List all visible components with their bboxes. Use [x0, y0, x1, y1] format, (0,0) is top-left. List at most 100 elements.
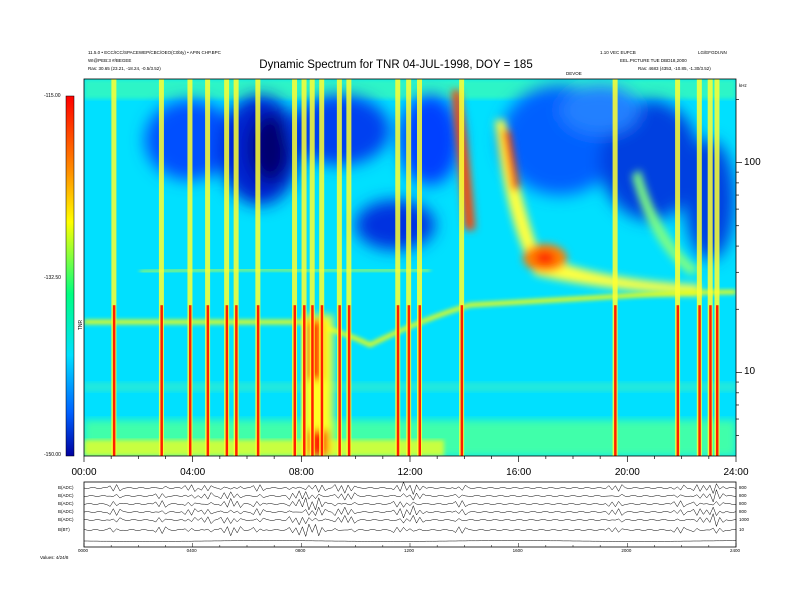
- burst-core: [311, 305, 314, 456]
- bottom-row-label: B(ADC): [58, 517, 74, 522]
- burst-core: [709, 305, 712, 456]
- burst-line: [714, 79, 720, 456]
- bottom-x-label: 0800: [295, 548, 306, 553]
- x-tick-label: 24:00: [723, 467, 749, 478]
- burst-core: [715, 305, 719, 456]
- x-tick-label: 20:00: [614, 467, 640, 478]
- bottom-right-label: 800: [739, 509, 747, 514]
- bottom-x-label: 1200: [404, 548, 415, 553]
- bottom-trace: [83, 512, 737, 528]
- chart-title: Dynamic Spectrum for TNR 04-JUL-1998, DO…: [259, 59, 533, 71]
- burst-core: [160, 305, 163, 456]
- burst-line: [336, 79, 342, 456]
- burst-core: [303, 305, 306, 456]
- bottom-right-label: 800: [739, 493, 747, 498]
- x-tick-label: 00:00: [71, 467, 97, 478]
- bottom-trace: [84, 540, 736, 542]
- bottom-trace: [83, 504, 737, 519]
- burst-line: [111, 79, 117, 456]
- bottom-right-label: 800: [739, 501, 747, 506]
- spectrogram-image: [84, 79, 736, 456]
- burst-line: [395, 79, 401, 456]
- burst-line: [417, 79, 423, 456]
- bottom-x-label: 1600: [512, 548, 523, 553]
- header-left-line3: Ras: 30.65 (23.21, -18.24, -0.5/3.52): [88, 66, 161, 71]
- header-right-line1: 1.10 VEC EUFCB: [600, 50, 636, 55]
- x-ticks: [83, 456, 737, 462]
- bottom-row-label: B(ADC): [58, 485, 74, 490]
- burst-line: [205, 79, 211, 456]
- bottom-x-label: 0000: [78, 548, 89, 553]
- header-left-line2: WI@PEB:3 #/BEGEE: [88, 58, 132, 63]
- burst-line: [675, 79, 681, 456]
- upper-band-line: [139, 267, 430, 274]
- bottom-trace: [83, 523, 737, 538]
- bottom-right-label: 800: [739, 485, 747, 490]
- colorbar: [66, 96, 74, 456]
- burst-line: [707, 79, 713, 456]
- burst-line: [233, 79, 239, 456]
- burst-line: [309, 79, 315, 456]
- burst-core: [396, 305, 400, 456]
- burst-line: [224, 79, 230, 456]
- x-tick-label: 12:00: [397, 467, 423, 478]
- burst-line: [696, 79, 702, 456]
- burst-core: [225, 305, 229, 456]
- bottom-row-label: B(ADC): [58, 493, 74, 498]
- bottom-right-label: 10: [739, 527, 745, 532]
- burst-core: [256, 305, 260, 456]
- burst-core: [206, 305, 210, 456]
- bottom-x-label: 0400: [186, 548, 197, 553]
- burst-line: [255, 79, 261, 456]
- burst-core: [614, 305, 617, 456]
- burst-core: [347, 305, 351, 456]
- burst-core: [235, 305, 238, 456]
- header-left-line1: 11.5.0 • ECC/ICC/SPACEWEP/CBC/OEO(C0bty)…: [88, 50, 221, 55]
- colorbar-tick: -132.50: [44, 275, 61, 281]
- header-right-line3: EEL.PICTURE TUE DBD18,2000: [620, 58, 687, 63]
- bottom-footer: Values: 4/24/8: [40, 555, 69, 560]
- y-tick-label: 10: [744, 366, 756, 377]
- hot-region: [303, 315, 333, 455]
- bottom-trace: [83, 481, 737, 496]
- bottom-x-label: 2400: [730, 548, 741, 553]
- bottom-trace: [83, 488, 737, 503]
- burst-line: [459, 79, 465, 456]
- x-tick-label: 16:00: [506, 467, 532, 478]
- burst-line: [319, 79, 325, 456]
- burst-lines: [111, 79, 720, 456]
- burst-line: [346, 79, 352, 456]
- burst-line: [406, 79, 412, 456]
- header-right-line4: Ras: 4683 (4353, -10.85, -1.30/3.52): [638, 66, 711, 71]
- burst-core: [320, 305, 324, 456]
- y-unit: kHz: [739, 83, 747, 88]
- bottom-x-label: 2000: [621, 548, 632, 553]
- burst-core: [460, 305, 464, 456]
- x-tick-label: 08:00: [288, 467, 314, 478]
- bottom-row-label: B(BT): [58, 527, 70, 532]
- y-tick-label: 100: [744, 157, 761, 168]
- colorbar-label: TNR: [78, 319, 85, 331]
- burst-core: [293, 305, 297, 456]
- colorbar-tick: -115.00: [44, 93, 61, 99]
- colorbar-tick: -150.00: [44, 452, 61, 458]
- burst-core: [407, 305, 411, 456]
- burst-core: [698, 305, 701, 456]
- x-tick-label: 04:00: [180, 467, 206, 478]
- header-mid-small: DEVOE: [566, 71, 582, 76]
- burst-core: [338, 305, 341, 456]
- bottom-row-label: B(ADC): [58, 501, 74, 506]
- bottom-row-label: B(ADC): [58, 509, 74, 514]
- bottom-panel: [83, 481, 737, 548]
- burst-core: [112, 305, 116, 456]
- burst-line: [301, 79, 307, 456]
- burst-line: [612, 79, 618, 456]
- bottom-right-label: 1000: [739, 517, 750, 522]
- burst-line: [292, 79, 298, 456]
- burst-core: [188, 305, 192, 456]
- burst-line: [187, 79, 193, 456]
- y-ticks: [736, 98, 742, 437]
- bottom-trace: [83, 496, 737, 511]
- burst-core: [418, 305, 422, 456]
